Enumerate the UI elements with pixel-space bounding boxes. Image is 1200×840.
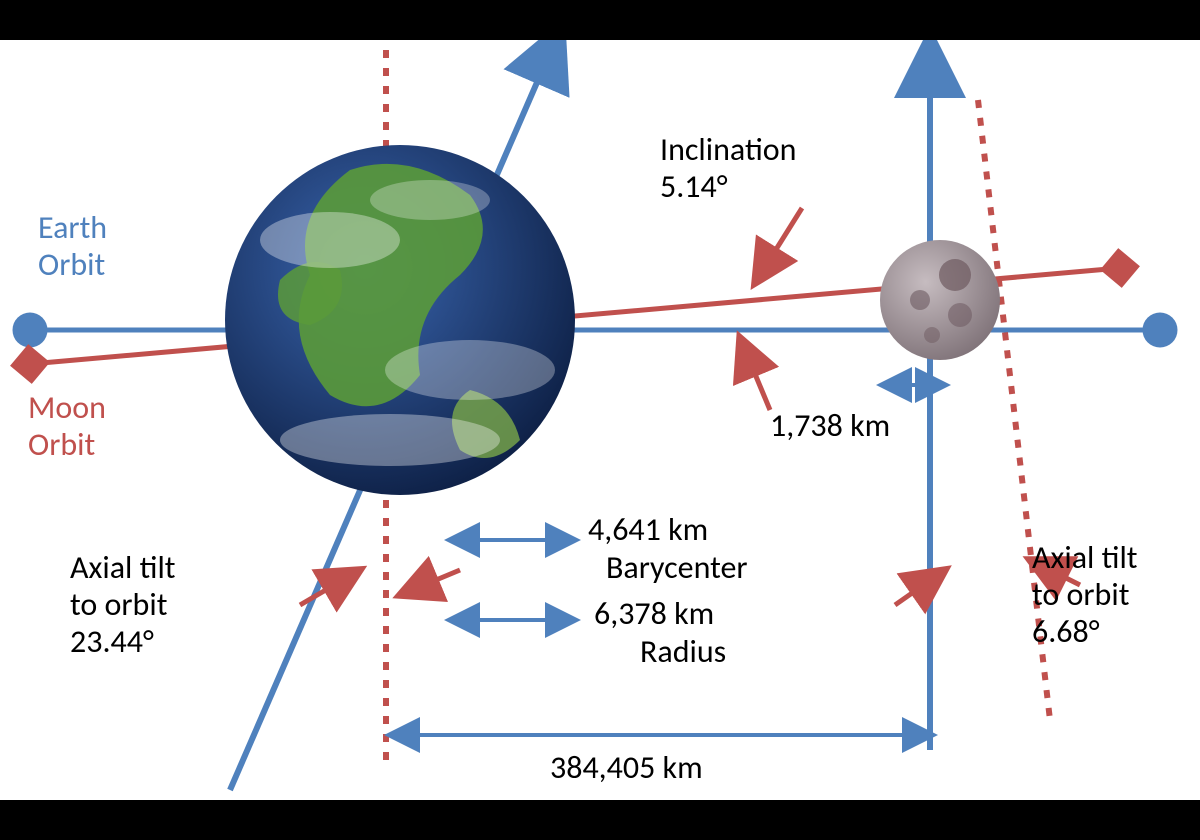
- radius-label: Radius: [640, 634, 726, 671]
- earth-orbit-label: Earth Orbit: [38, 210, 107, 284]
- earth-tilt-label: Axial tilt to orbit 23.44°: [70, 550, 176, 660]
- radius-value: 6,378 km: [594, 596, 714, 633]
- barycenter-value: 4,641 km: [588, 512, 708, 549]
- incl-arrow-bot: [740, 338, 770, 410]
- diagram-svg: [0, 40, 1200, 800]
- moon-tilt-arrow-a: [895, 570, 945, 605]
- earth-moon-distance-label: 384,405 km: [550, 750, 703, 787]
- barycenter-label: Barycenter: [606, 550, 748, 587]
- earth-tilt-arrow-a: [300, 570, 360, 605]
- incl-arrow-top: [755, 208, 802, 283]
- moon-orbit-label: Moon Orbit: [28, 390, 106, 464]
- moon-icon: [880, 240, 1000, 360]
- earth-axis-arrow: [230, 40, 558, 790]
- moon-tilt-label: Axial tilt to orbit 6.68°: [1032, 540, 1138, 650]
- inclination-label: Inclination 5.14°: [660, 132, 796, 206]
- diagram-canvas: Earth Orbit Moon Orbit Inclination 5.14°…: [0, 40, 1200, 800]
- moon-orbit-line: [30, 268, 1120, 364]
- earth-tilt-arrow-b: [400, 570, 460, 595]
- moon-radius-label: 1,738 km: [770, 408, 890, 445]
- earth-icon: [225, 145, 575, 495]
